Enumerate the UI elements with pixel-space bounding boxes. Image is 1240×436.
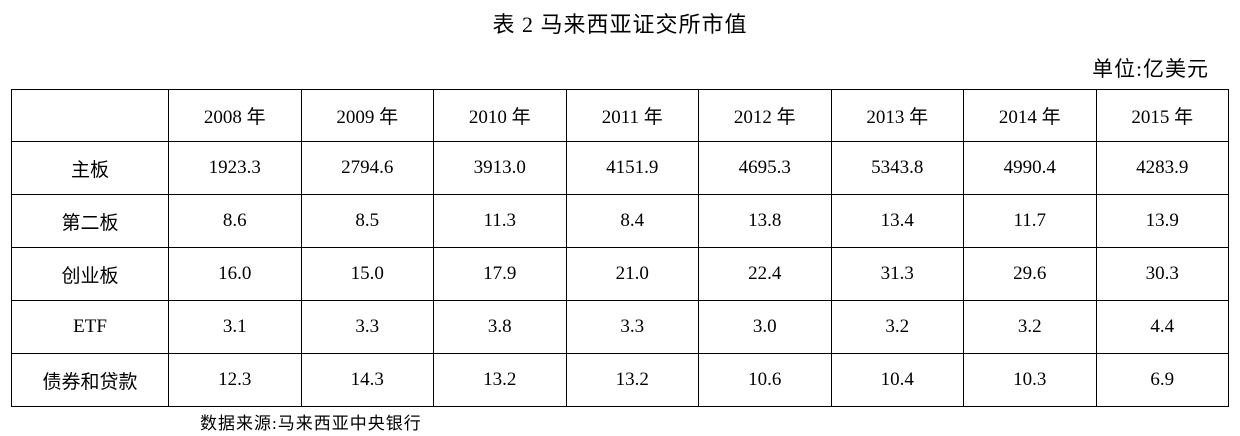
table-cell: 8.4 — [565, 194, 699, 248]
table-cell: 13.2 — [433, 353, 567, 407]
table-cell: 4990.4 — [963, 141, 1097, 195]
table-cell: 10.6 — [698, 353, 832, 407]
unit-label: 单位:亿美元 — [1092, 57, 1209, 81]
table-cell: 14.3 — [300, 353, 434, 407]
column-header-2015: 2015 年 — [1095, 89, 1229, 142]
table-cell: 3.2 — [963, 300, 1097, 354]
source-note: 数据来源:马来西亚中央银行 — [200, 414, 422, 433]
table-cell: 4151.9 — [565, 141, 699, 195]
table-cell: 10.4 — [830, 353, 964, 407]
corner-cell — [11, 89, 169, 142]
column-header-2010: 2010 年 — [433, 89, 567, 142]
table-cell: 11.7 — [963, 194, 1097, 248]
table-cell: 10.3 — [963, 353, 1097, 407]
column-header-2011: 2011 年 — [565, 89, 699, 142]
table-cell: 4695.3 — [698, 141, 832, 195]
table-cell: 13.9 — [1095, 194, 1229, 248]
table-cell: 11.3 — [433, 194, 567, 248]
row-label: 主板 — [11, 141, 169, 195]
table-cell: 17.9 — [433, 247, 567, 301]
table-cell: 3.3 — [565, 300, 699, 354]
table-cell: 8.5 — [300, 194, 434, 248]
table-row-main-board: 主板 1923.3 2794.6 3913.0 4151.9 4695.3 53… — [11, 141, 1229, 195]
table-cell: 22.4 — [698, 247, 832, 301]
table-cell: 13.2 — [565, 353, 699, 407]
table-title: 表 2 马来西亚证交所市值 — [492, 12, 748, 37]
table-row-etf: ETF 3.1 3.3 3.8 3.3 3.0 3.2 3.2 4.4 — [11, 300, 1229, 354]
column-header-2014: 2014 年 — [963, 89, 1097, 142]
table-cell: 6.9 — [1095, 353, 1229, 407]
table-cell: 31.3 — [830, 247, 964, 301]
table-cell: 8.6 — [168, 194, 302, 248]
column-header-2009: 2009 年 — [300, 89, 434, 142]
table-cell: 4.4 — [1095, 300, 1229, 354]
table-row-growth-board: 创业板 16.0 15.0 17.9 21.0 22.4 31.3 29.6 3… — [11, 247, 1229, 301]
table-cell: 13.4 — [830, 194, 964, 248]
column-header-2013: 2013 年 — [830, 89, 964, 142]
table-cell: 15.0 — [300, 247, 434, 301]
row-label: 第二板 — [11, 194, 169, 248]
row-label: ETF — [11, 300, 169, 354]
table-cell: 3.0 — [698, 300, 832, 354]
table-cell: 3.8 — [433, 300, 567, 354]
table-cell: 13.8 — [698, 194, 832, 248]
table-cell: 2794.6 — [300, 141, 434, 195]
table-cell: 3913.0 — [433, 141, 567, 195]
row-label: 创业板 — [11, 247, 169, 301]
table-cell: 3.1 — [168, 300, 302, 354]
column-header-2012: 2012 年 — [698, 89, 832, 142]
table-cell: 3.2 — [830, 300, 964, 354]
table-row-second-board: 第二板 8.6 8.5 11.3 8.4 13.8 13.4 11.7 13.9 — [11, 194, 1229, 248]
table-cell: 5343.8 — [830, 141, 964, 195]
table-cell: 4283.9 — [1095, 141, 1229, 195]
table-cell: 29.6 — [963, 247, 1097, 301]
column-header-2008: 2008 年 — [168, 89, 302, 142]
table-cell: 21.0 — [565, 247, 699, 301]
table-cell: 1923.3 — [168, 141, 302, 195]
market-value-table: 2008 年 2009 年 2010 年 2011 年 2012 年 2013 … — [11, 89, 1229, 407]
header-row: 2008 年 2009 年 2010 年 2011 年 2012 年 2013 … — [11, 89, 1229, 142]
table-cell: 12.3 — [168, 353, 302, 407]
table-cell: 3.3 — [300, 300, 434, 354]
row-label: 债券和贷款 — [11, 353, 169, 407]
table-cell: 30.3 — [1095, 247, 1229, 301]
table-row-bonds-loans: 债券和贷款 12.3 14.3 13.2 13.2 10.6 10.4 10.3… — [11, 353, 1229, 407]
table-cell: 16.0 — [168, 247, 302, 301]
